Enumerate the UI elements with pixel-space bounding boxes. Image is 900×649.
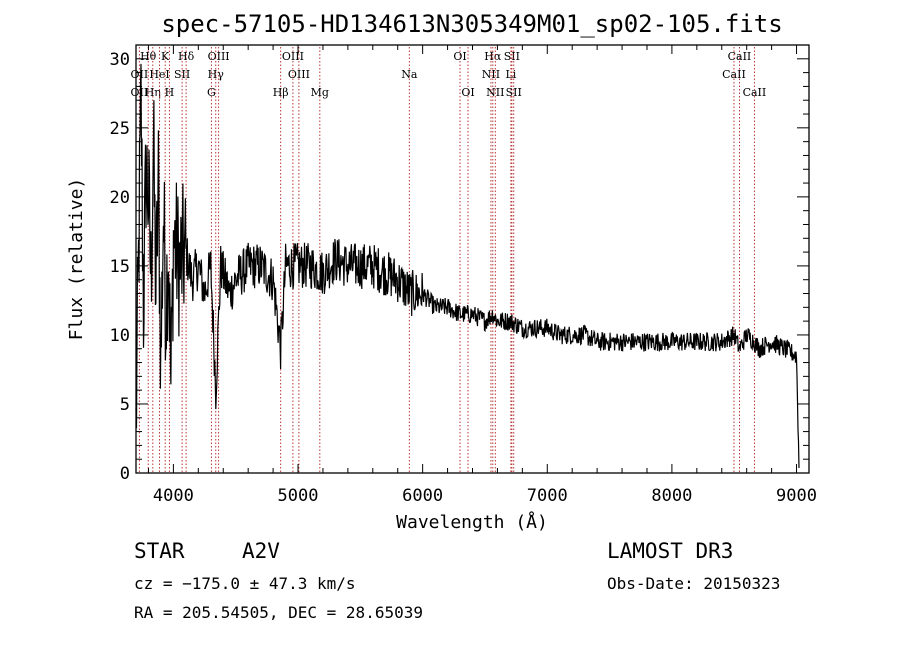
line-marker-label: OI [461,86,474,99]
chart-title: spec-57105-HD134613N305349M01_sp02-105.f… [161,10,782,38]
line-marker-label: OIII [208,50,230,63]
line-marker-label: SII [504,50,520,63]
x-tick-label: 4000 [153,486,194,506]
object-subclass: A2V [242,539,280,563]
line-marker-label: Li [505,68,516,81]
line-marker-label: OII [131,86,149,99]
y-tick-label: 20 [110,188,130,208]
line-marker-label: CaII [722,68,746,81]
y-tick-label: 15 [110,257,130,277]
line-marker-label: SII [174,68,190,81]
x-axis-label: Wavelength (Å) [396,511,548,533]
line-marker-label: OIII [282,50,304,63]
line-marker-label: Hη [145,86,161,99]
line-marker-label: Na [401,68,418,81]
line-marker-label: K [161,50,170,63]
spectrum-series-line [135,63,800,469]
line-marker-label: HeI [149,68,169,81]
line-marker-label: CaII [728,50,752,63]
y-tick-label: 5 [120,395,130,415]
x-tick-label: 6000 [402,486,443,506]
redshift-value: cz = −175.0 ± 47.3 km/s [134,574,356,593]
line-marker-label: Mg [311,86,329,99]
y-tick-label: 10 [110,326,130,346]
line-marker-label: SII [506,86,522,99]
y-tick-label: 0 [120,464,130,484]
line-marker-label: Hθ [140,50,157,63]
axis-ticks: 4000 5000 6000 7000 8000 9000 0 5 10 15 20 25 30 [110,45,817,506]
x-tick-label: 5000 [278,486,319,506]
line-marker-label: Hγ [208,68,225,81]
y-tick-label: 25 [110,119,130,139]
object-class: STAR [134,539,185,563]
x-tick-label: 7000 [527,486,568,506]
x-tick-label: 9000 [776,486,817,506]
y-axis-label: Flux (relative) [66,178,87,341]
line-marker-label: OIII [288,68,310,81]
x-tick-label: 8000 [651,486,692,506]
line-marker-label: OII [131,68,149,81]
line-marker-label: NII [482,68,500,81]
line-marker-label: OI [453,50,466,63]
plot-frame [135,44,810,474]
line-marker-label: Hβ [273,86,289,99]
line-marker-label: Hδ [178,50,195,63]
coordinates: RA = 205.54505, DEC = 28.65039 [134,603,423,622]
line-marker-label: H [165,86,175,99]
line-marker-label: Hα [484,50,502,63]
survey-label: LAMOST DR3 [607,539,734,563]
obs-date: Obs-Date: 20150323 [607,574,781,593]
line-marker-label: G [207,86,216,99]
y-tick-label: 30 [110,50,130,70]
line-marker-label: CaII [743,86,767,99]
line-marker-label: NII [486,86,504,99]
